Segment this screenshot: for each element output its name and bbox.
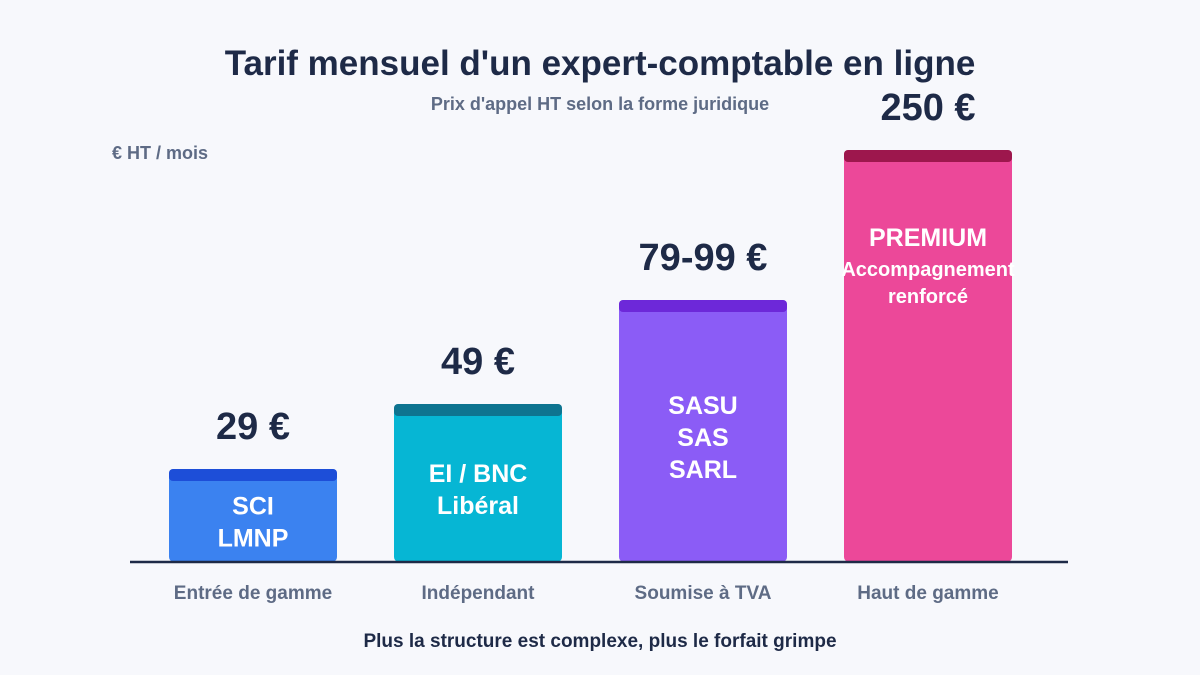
bar-inner-label: PREMIUM (869, 224, 987, 252)
bar-inner-label: Accompagnement (841, 259, 1015, 281)
bar-inner-label: SAS (677, 424, 728, 452)
unit-label: € HT / mois (112, 143, 208, 163)
bars-group: 29 € SCI LMNP Entrée de gamme 49 € EI / BNC Li… (169, 87, 1015, 604)
data-label: 29 € (216, 406, 290, 448)
chart-footer: Plus la structure est complexe, plus le … (363, 631, 836, 652)
x-tick-label: Indépendant (422, 583, 536, 604)
bar-inner-label: LMNP (218, 525, 289, 553)
data-label: 250 € (880, 87, 975, 129)
bar (394, 404, 562, 562)
bar-inner-label: EI / BNC (429, 460, 528, 488)
data-label: 79-99 € (639, 237, 768, 279)
bar-cap (394, 404, 562, 416)
bar-cap (844, 150, 1012, 162)
bar-inner-label: SCI (232, 493, 274, 521)
x-tick-label: Entrée de gamme (174, 583, 332, 604)
x-tick-label: Soumise à TVA (635, 583, 772, 604)
bar-inner-label: SASU (668, 392, 737, 420)
bar (619, 300, 787, 562)
chart-title: Tarif mensuel d'un expert-comptable en l… (225, 44, 976, 83)
bar (844, 150, 1012, 562)
data-label: 49 € (441, 341, 515, 383)
x-tick-label: Haut de gamme (857, 583, 998, 604)
bar-cap (619, 300, 787, 312)
bar (169, 469, 337, 562)
chart-subtitle: Prix d'appel HT selon la forme juridique (431, 94, 769, 114)
bar-inner-label: SARL (669, 456, 737, 484)
bar-inner-label: renforcé (888, 286, 968, 308)
bar-cap (169, 469, 337, 481)
bar-inner-label: Libéral (437, 492, 519, 520)
